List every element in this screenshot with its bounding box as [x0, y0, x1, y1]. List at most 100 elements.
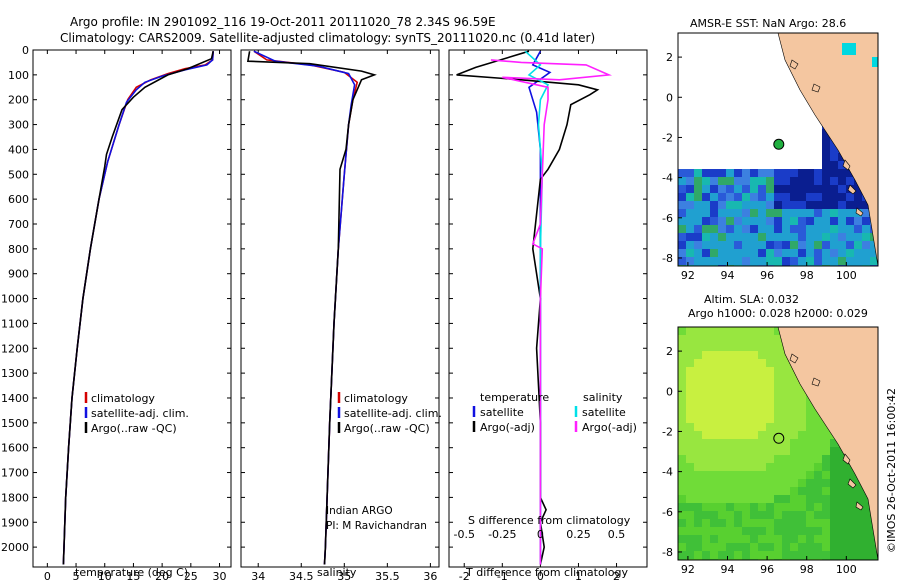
sst-cell [758, 225, 766, 233]
sla-cell [774, 455, 782, 463]
sla-cell [822, 455, 830, 463]
sla-cell [702, 367, 710, 375]
sla-cell [694, 479, 702, 487]
sla-cell [766, 551, 774, 559]
depth-tick-label: 600 [8, 193, 29, 206]
depth-tick-label: 300 [8, 119, 29, 132]
sst-cell [870, 249, 878, 257]
sla-cell [702, 527, 710, 535]
sla-cell [846, 463, 854, 471]
sst-cell [750, 193, 758, 201]
sla-cell [742, 455, 750, 463]
sla-cell [766, 343, 774, 351]
sla-cell [726, 351, 734, 359]
sst-cell [838, 225, 846, 233]
sst-cell [782, 193, 790, 201]
sst-cell [710, 177, 718, 185]
sla-cell [806, 415, 814, 423]
sla-cell [758, 535, 766, 543]
sla-cell [822, 487, 830, 495]
sla-cell [774, 351, 782, 359]
sla-cell [710, 399, 718, 407]
sla-cell [878, 359, 886, 367]
sla-cell [790, 487, 798, 495]
sla-cell [694, 367, 702, 375]
sst-cell [790, 169, 798, 177]
sst-cell [822, 241, 830, 249]
sst-cell [838, 257, 846, 265]
sla-cell [758, 439, 766, 447]
sst-cell [758, 217, 766, 225]
sst-cell [878, 129, 886, 137]
sst-cell [878, 257, 886, 265]
sla-cell [838, 495, 846, 503]
sla-cell [806, 503, 814, 511]
sla-cell [782, 447, 790, 455]
sst-cell [878, 97, 886, 105]
sla-cell [678, 391, 686, 399]
sla-cell [790, 519, 798, 527]
sla-cell [854, 511, 862, 519]
sla-cell [702, 503, 710, 511]
sla-cell [702, 519, 710, 527]
sst-cell [790, 249, 798, 257]
sla-cell [846, 535, 854, 543]
x-tick-label: 5 [73, 570, 80, 580]
sla-cell [790, 375, 798, 383]
sla-cell [814, 487, 822, 495]
sla-cell [750, 367, 758, 375]
sla-cell [806, 407, 814, 415]
sst-cell [822, 209, 830, 217]
sla-cell [678, 463, 686, 471]
sst-cell [814, 249, 822, 257]
sla-cell [750, 503, 758, 511]
sst-cell [806, 185, 814, 193]
sla-cell [822, 503, 830, 511]
copyright-stamp: ©IMOS 26-Oct-2011 16:00:42 [885, 388, 898, 553]
sla-cell [814, 479, 822, 487]
depth-tick-label: 500 [8, 168, 29, 181]
sla-cell [846, 503, 854, 511]
sst-cell [774, 225, 782, 233]
sla-cell [830, 487, 838, 495]
sst-cell [702, 225, 710, 233]
sla-cell [694, 359, 702, 367]
sla-cell [814, 527, 822, 535]
sst-cell [726, 217, 734, 225]
sst-cell [734, 201, 742, 209]
sst-cell [758, 209, 766, 217]
s-tick-label: 0.5 [608, 528, 626, 541]
sla-cell [686, 343, 694, 351]
sst-cell [726, 257, 734, 265]
sla-cell [750, 463, 758, 471]
sst-cell [782, 241, 790, 249]
sst-cell [774, 209, 782, 217]
x-tick-label: -2 [459, 570, 470, 580]
sst-cell [790, 193, 798, 201]
sla-cell [750, 527, 758, 535]
depth-tick-label: 1300 [1, 367, 29, 380]
sst-cell [798, 209, 806, 217]
sst-cell [878, 169, 886, 177]
sst-cell [678, 257, 686, 265]
sst-cell [718, 193, 726, 201]
map-x-tick-label: 94 [721, 563, 735, 576]
sla-cell [742, 375, 750, 383]
sla-cell [726, 335, 734, 343]
sla-cell [694, 351, 702, 359]
sla-cell [726, 551, 734, 559]
sst-cell [734, 169, 742, 177]
sla-cell [854, 527, 862, 535]
depth-tick-label: 100 [8, 69, 29, 82]
depth-tick-label: 1500 [1, 417, 29, 430]
sst-cell [854, 185, 862, 193]
sla-cell [758, 391, 766, 399]
sst-cell [790, 225, 798, 233]
sst-cell [702, 257, 710, 265]
sla-cell [766, 439, 774, 447]
depth-tick-label: 1600 [1, 442, 29, 455]
x-tick-label: 36 [423, 570, 437, 580]
sst-cell [830, 153, 838, 161]
sst-cell [702, 209, 710, 217]
